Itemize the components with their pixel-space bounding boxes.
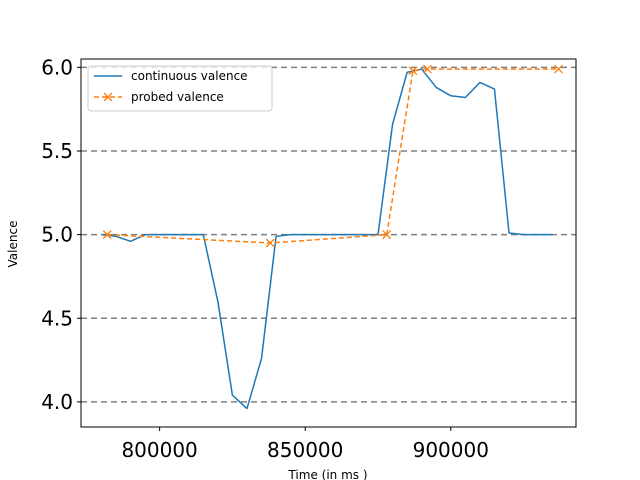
legend-label-1: probed valence (131, 90, 224, 104)
y-tick-label-3: 5.5 (41, 139, 73, 163)
x-axis-label: Time (in ms ) (287, 468, 367, 480)
legend: continuous valence probed valence (87, 65, 273, 112)
series-1-point-1 (265, 238, 275, 248)
y-axis: 4.0 4.5 5.0 5.5 6.0 (41, 55, 81, 414)
series-1-point-5 (554, 64, 563, 74)
series-line-1 (107, 68, 559, 244)
y-tick-label-2: 5.0 (41, 223, 73, 247)
series-1-point-0 (102, 230, 112, 240)
x-tick-label-0: 800000 (121, 438, 197, 462)
x-axis: 800000 850000 900000 (121, 427, 489, 462)
x-tick-label-1: 850000 (267, 438, 343, 462)
y-tick-label-0: 4.0 (41, 390, 73, 414)
legend-marker-1 (103, 92, 113, 102)
legend-box (87, 65, 273, 112)
y-tick-label-1: 4.5 (41, 306, 73, 330)
y-tick-label-4: 6.0 (41, 55, 73, 79)
series-layer (101, 64, 563, 410)
series-1-point-4 (423, 64, 432, 74)
series-1-point-2 (382, 230, 392, 240)
legend-label-0: continuous valence (131, 69, 248, 83)
plot-area-frame (80, 58, 577, 428)
y-axis-label: Valence (6, 221, 20, 268)
series-line-0 (101, 68, 553, 410)
series-1-point-3 (408, 66, 418, 76)
x-tick-label-2: 900000 (413, 438, 489, 462)
